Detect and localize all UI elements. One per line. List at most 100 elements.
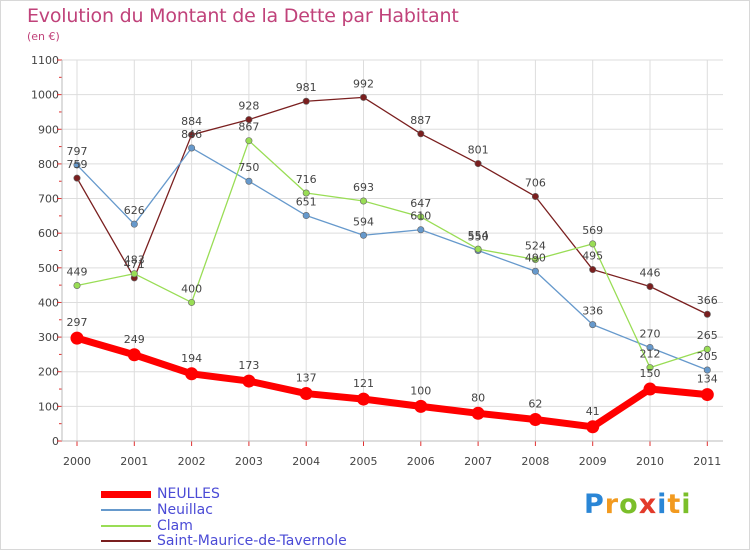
data-point xyxy=(531,256,539,264)
series-line-neuillac xyxy=(76,147,708,371)
data-point xyxy=(646,364,654,372)
logo-letter: i xyxy=(681,489,692,520)
y-tick-label: 1000 xyxy=(31,89,59,102)
data-point xyxy=(130,270,138,278)
data-point xyxy=(531,267,539,275)
data-point xyxy=(646,283,654,291)
series-line-saint-maurice-de-tavernole xyxy=(76,96,708,315)
data-point xyxy=(703,366,711,374)
logo-letter: r xyxy=(604,489,620,520)
data-label: 887 xyxy=(410,114,431,127)
x-tick-label: 2005 xyxy=(350,455,378,468)
data-label: 212 xyxy=(640,348,661,361)
data-point xyxy=(417,130,425,138)
legend-label-clam: Clam xyxy=(157,518,193,534)
data-label: 867 xyxy=(238,121,259,134)
logo-letter: x xyxy=(638,489,658,520)
y-tick-label: 0 xyxy=(52,435,59,448)
data-label: 121 xyxy=(353,377,374,390)
data-point xyxy=(245,137,253,145)
data-point xyxy=(474,245,482,253)
data-point xyxy=(185,367,199,381)
data-label: 651 xyxy=(296,196,317,209)
data-label: 137 xyxy=(296,372,317,385)
data-label: 550 xyxy=(468,231,489,244)
legend-swatch-neulles xyxy=(101,491,151,498)
data-label: 471 xyxy=(124,258,145,271)
data-label: 495 xyxy=(582,250,603,263)
y-tick-label: 500 xyxy=(38,262,59,275)
y-tick-label: 600 xyxy=(38,227,59,240)
data-label: 173 xyxy=(238,359,259,372)
data-point xyxy=(299,387,313,401)
data-point xyxy=(586,420,600,434)
data-point xyxy=(302,97,310,105)
x-tick-label: 2003 xyxy=(235,455,263,468)
y-tick-label: 400 xyxy=(38,296,59,309)
y-tick-label: 1100 xyxy=(31,54,59,67)
data-point xyxy=(589,321,597,329)
legend-label-saint-maurice: Saint-Maurice-de-Tavernole xyxy=(157,533,347,549)
chart-title: Evolution du Montant de la Dette par Hab… xyxy=(27,5,459,27)
data-label: 706 xyxy=(525,176,546,189)
x-tick-label: 2009 xyxy=(579,455,607,468)
data-point xyxy=(589,266,597,274)
data-label: 801 xyxy=(468,144,489,157)
data-label: 928 xyxy=(238,100,259,113)
logo-letter: t xyxy=(667,489,682,520)
data-label: 134 xyxy=(697,373,718,386)
data-point xyxy=(474,160,482,168)
x-tick-label: 2001 xyxy=(120,455,148,468)
data-label: 594 xyxy=(353,215,374,228)
data-label: 41 xyxy=(586,405,600,418)
data-point xyxy=(357,392,370,406)
data-point xyxy=(700,388,714,402)
data-label: 759 xyxy=(67,158,88,171)
y-tick-label: 800 xyxy=(38,158,59,171)
data-label: 992 xyxy=(353,77,374,90)
data-point xyxy=(359,231,367,239)
data-label: 100 xyxy=(410,384,431,397)
data-point xyxy=(589,240,597,248)
data-point xyxy=(73,174,81,182)
x-tick-label: 2004 xyxy=(292,455,320,468)
data-label: 524 xyxy=(525,240,546,253)
data-label: 297 xyxy=(67,316,88,329)
data-point xyxy=(302,189,310,197)
series-line-neulles xyxy=(76,334,708,431)
data-label: 483 xyxy=(124,254,145,267)
legend-label-neulles: NEULLES xyxy=(157,486,220,502)
data-point xyxy=(302,212,310,220)
data-point xyxy=(528,413,542,427)
data-label: 194 xyxy=(181,352,202,365)
data-point xyxy=(643,382,657,396)
data-point xyxy=(70,331,84,345)
data-label: 981 xyxy=(296,81,317,94)
data-label: 265 xyxy=(697,329,718,342)
y-tick-label: 300 xyxy=(38,331,59,344)
data-point xyxy=(245,177,253,185)
data-label: 205 xyxy=(697,350,718,363)
x-tick-label: 2000 xyxy=(63,455,91,468)
chart-unit: (en €) xyxy=(27,30,60,43)
x-tick-label: 2002 xyxy=(178,455,206,468)
y-tick-label: 900 xyxy=(38,123,59,136)
data-point xyxy=(703,345,711,353)
data-label: 449 xyxy=(67,265,88,278)
data-point xyxy=(359,197,367,205)
data-point xyxy=(188,298,196,306)
x-tick-label: 2007 xyxy=(464,455,492,468)
data-label: 366 xyxy=(697,294,718,307)
data-label: 554 xyxy=(468,229,489,242)
data-label: 610 xyxy=(410,210,431,223)
data-point xyxy=(471,406,485,420)
data-label: 797 xyxy=(67,145,88,158)
x-tick-label: 2010 xyxy=(636,455,664,468)
data-label: 446 xyxy=(640,267,661,280)
data-label: 626 xyxy=(124,204,145,217)
x-tick-label: 2006 xyxy=(407,455,435,468)
y-tick-label: 200 xyxy=(38,366,59,379)
x-tick-label: 2008 xyxy=(521,455,549,468)
data-point xyxy=(531,192,539,200)
